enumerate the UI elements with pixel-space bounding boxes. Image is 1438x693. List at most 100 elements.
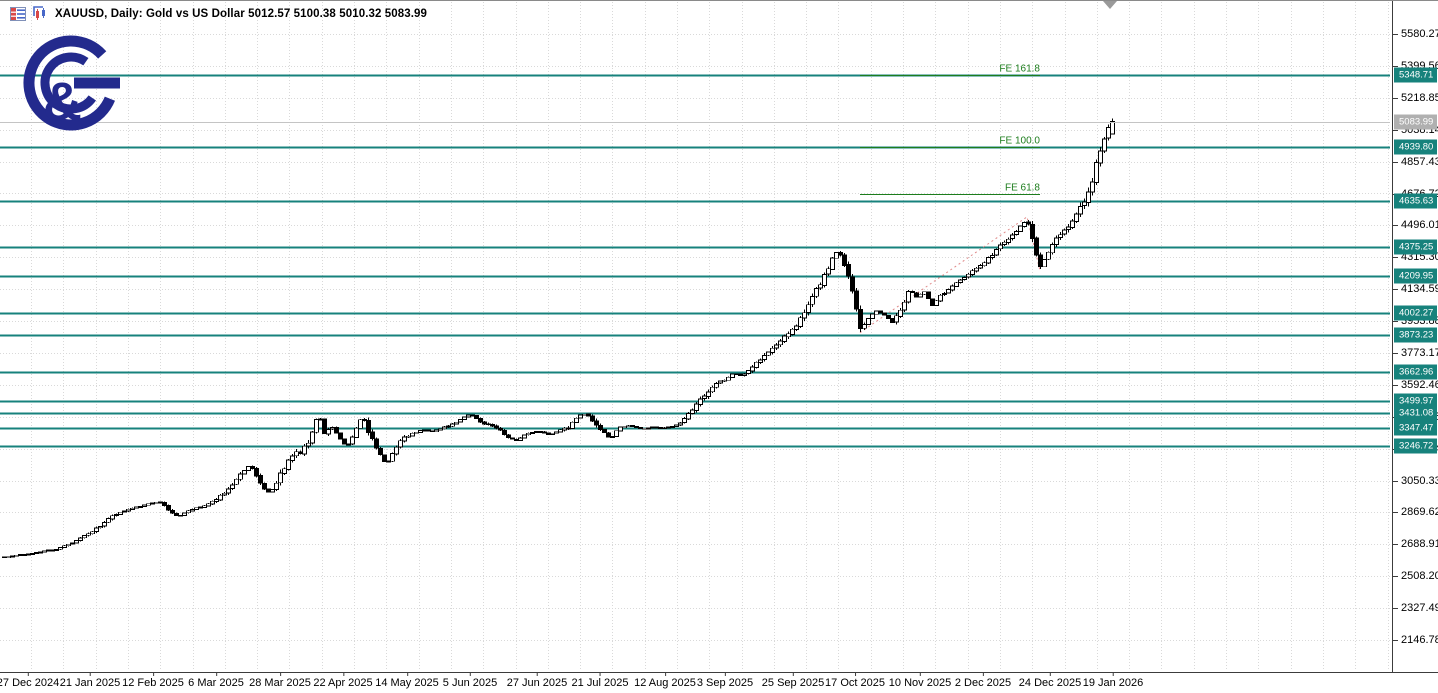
candle-body (322, 418, 327, 435)
candle-body (934, 300, 939, 306)
candle-body (846, 264, 851, 277)
candle (362, 418, 367, 422)
candle (282, 467, 287, 475)
candle (158, 501, 163, 504)
candle (1054, 235, 1059, 247)
candle-body (718, 380, 723, 384)
candle (822, 272, 827, 288)
candle (246, 466, 251, 471)
price-axis[interactable]: 5580.275399.565218.855038.144857.434676.… (1392, 0, 1438, 672)
candle-body (826, 268, 831, 275)
candle-body (450, 423, 455, 427)
price-tick-label: 2146.78 (1393, 634, 1438, 646)
candle (190, 508, 195, 512)
candle-body (834, 252, 839, 259)
candle-body (414, 431, 419, 434)
candle (478, 417, 483, 424)
candle-body (1054, 237, 1059, 246)
candle-body (670, 426, 675, 428)
fib-level-label: FE 61.8 (1005, 183, 1040, 194)
candle (898, 308, 903, 319)
candle-body (174, 512, 179, 516)
candle (378, 447, 383, 456)
candle-body (954, 282, 959, 287)
candle-body (582, 413, 587, 416)
candle-body (890, 318, 895, 323)
candlestick-chart[interactable]: FE 161.8 FE 100.0 FE 61.8 (0, 0, 1392, 672)
chart-plot-area[interactable]: FE 161.8 FE 100.0 FE 61.8 (0, 0, 1392, 672)
candle (18, 554, 23, 556)
candle (1082, 198, 1087, 209)
candle (402, 435, 407, 443)
candle (570, 421, 575, 430)
time-axis[interactable]: 27 Dec 2024 21 Jan 2025 12 Feb 2025 6 Mar 2… (0, 672, 1438, 693)
candle-body (318, 418, 323, 421)
candle (742, 372, 747, 377)
candle-body (94, 527, 99, 532)
candle-body (478, 417, 483, 423)
candle (326, 427, 331, 436)
date-tick-label: 19 Jan 2026 (1082, 672, 1144, 689)
candle (558, 429, 563, 433)
candle-body (742, 373, 747, 376)
candle (938, 293, 943, 302)
scroll-to-end-arrow[interactable] (1103, 1, 1117, 9)
candle-body (998, 244, 1003, 250)
date-tick-label: 10 Nov 2025 (888, 672, 952, 689)
candle-body (70, 542, 75, 545)
candle-body (986, 257, 991, 264)
candle (994, 248, 999, 256)
candle-body (2, 556, 7, 559)
candle (494, 424, 499, 430)
horizontal-price-levels[interactable] (0, 74, 1390, 448)
date-tick-label: 3 Sep 2025 (696, 672, 754, 689)
candle (358, 419, 363, 429)
candle-body (1106, 126, 1111, 139)
candle-body (938, 294, 943, 302)
candle-body (654, 426, 659, 429)
candle-body (270, 489, 275, 493)
candle-body (1066, 226, 1071, 231)
price-level-badge: 3347.47 (1394, 420, 1437, 436)
candle-body (594, 420, 599, 426)
candle (538, 431, 543, 433)
date-tick-label: 25 Sep 2025 (761, 672, 825, 689)
candle (826, 266, 831, 277)
candle (610, 436, 615, 439)
candle-body (730, 373, 735, 378)
candle (1070, 219, 1075, 229)
candle-body (570, 421, 575, 429)
candle-body (1050, 243, 1055, 254)
candle (30, 552, 35, 555)
candle-body (194, 507, 199, 510)
candle (714, 382, 719, 389)
candle (466, 414, 471, 418)
candle-body (102, 522, 107, 527)
chart-header: XAUUSD, Daily: Gold vs US Dollar 5012.57… (10, 6, 427, 21)
candle-body (786, 333, 791, 338)
candle-body (914, 292, 919, 298)
candle (1006, 237, 1011, 245)
candle (678, 422, 683, 426)
candle (686, 412, 691, 421)
candle (802, 309, 807, 321)
candle (430, 430, 435, 433)
candle (314, 418, 319, 434)
candle-body (762, 355, 767, 361)
candle (970, 269, 975, 277)
candle (434, 429, 439, 433)
candle-body (374, 438, 379, 449)
market-watch-icon[interactable] (10, 6, 26, 21)
candle (1042, 259, 1047, 268)
candle-body (406, 435, 411, 438)
candle (1074, 212, 1079, 223)
candle-body (218, 494, 223, 501)
candle-body (1046, 251, 1051, 260)
candle (106, 517, 111, 524)
candle-body (382, 454, 387, 463)
candle (902, 299, 907, 313)
candle-body (1034, 237, 1039, 256)
candle-body (558, 429, 563, 433)
candle (1018, 225, 1023, 232)
bar-chart-icon[interactable] (33, 6, 48, 21)
